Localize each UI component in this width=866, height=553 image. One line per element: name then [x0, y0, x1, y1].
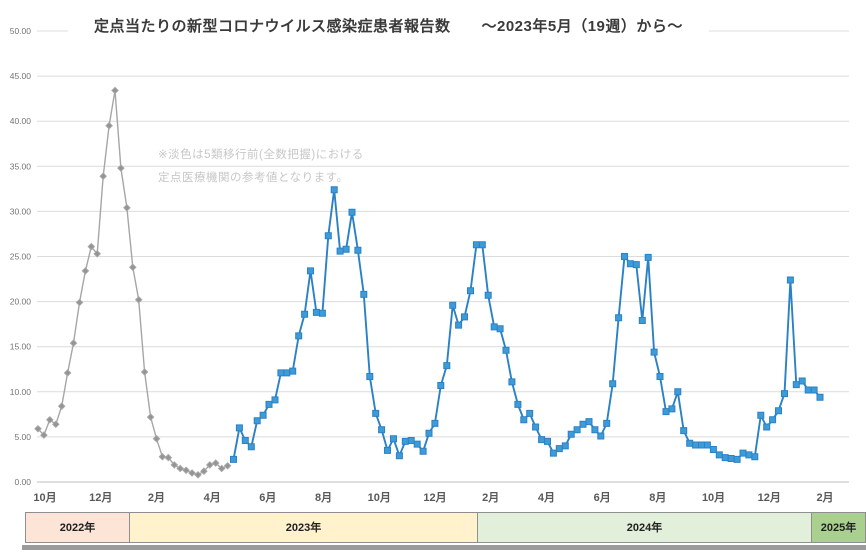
x-tick-label: 2月	[148, 491, 165, 504]
x-tick-label: 2月	[816, 491, 833, 504]
y-tick-label: 15.00	[10, 342, 32, 352]
reference-series-markers	[34, 86, 232, 479]
sentinel-series-markers	[230, 186, 824, 463]
x-tick-label: 8月	[315, 491, 332, 504]
year-band-label: 2024年	[478, 512, 812, 543]
y-tick-label: 5.00	[14, 432, 31, 442]
x-tick-label: 12月	[89, 491, 112, 504]
year-band-label: 2023年	[130, 512, 478, 543]
x-tick-label: 6月	[594, 491, 611, 504]
x-tick-label: 2月	[482, 491, 499, 504]
y-tick-label: 20.00	[10, 297, 32, 307]
y-tick-label: 0.00	[14, 477, 31, 487]
x-tick-label: 10月	[702, 491, 725, 504]
y-tick-label: 25.00	[10, 252, 32, 262]
y-tick-label: 35.00	[10, 161, 32, 171]
x-tick-label: 4月	[204, 491, 221, 504]
y-tick-label: 50.00	[10, 26, 32, 36]
annotation-line-1: ※淡色は5類移行前(全数把握)における	[158, 149, 364, 161]
annotation-line-2: 定点医療機関の参考値となります。	[158, 172, 349, 184]
x-tick-label: 12月	[423, 491, 446, 504]
year-band-row: 2022年 2023年 2024年 2025年	[0, 512, 866, 553]
chart-title: 定点当たりの新型コロナウイルス感染症患者報告数 ～2023年5月（19週）から～	[68, 14, 709, 40]
x-tick-label: 8月	[649, 491, 666, 504]
x-tick-label: 6月	[259, 491, 276, 504]
x-tick-label: 10月	[33, 491, 56, 504]
year-band-label: 2025年	[812, 512, 866, 543]
x-tick-label: 4月	[538, 491, 555, 504]
y-tick-label: 30.00	[10, 206, 32, 216]
year-band-shadow	[22, 545, 866, 550]
y-tick-label: 10.00	[10, 387, 32, 397]
x-tick-label: 12月	[758, 491, 781, 504]
y-tick-label: 45.00	[10, 71, 32, 81]
year-band-label: 2022年	[25, 512, 130, 543]
y-tick-label: 40.00	[10, 116, 32, 126]
x-tick-label: 10月	[368, 491, 391, 504]
